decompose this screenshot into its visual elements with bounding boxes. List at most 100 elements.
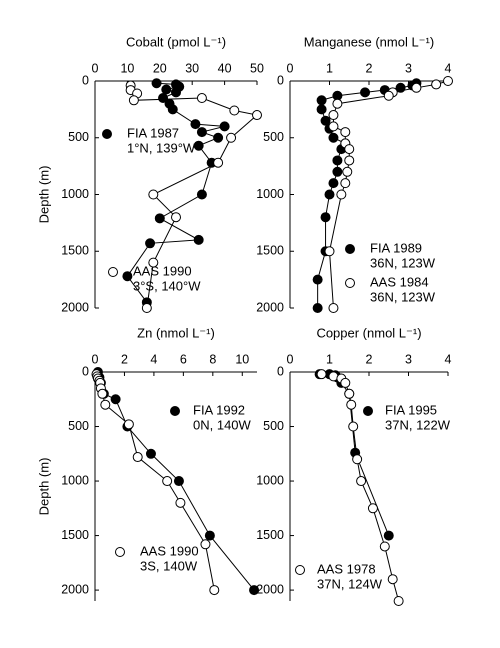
chart-title: Zn (nmol L⁻¹) [137, 325, 215, 340]
data-point [312, 274, 323, 285]
y-tick-label: 1000 [61, 473, 89, 487]
x-tick-label: 0 [287, 61, 294, 75]
data-point [393, 596, 404, 606]
data-point [411, 82, 422, 93]
data-point [173, 476, 184, 487]
data-point [431, 79, 442, 90]
data-point [328, 110, 339, 121]
x-tick-label: 3 [405, 352, 412, 366]
data-point [229, 105, 240, 116]
legend-label: FIA 1987 [127, 125, 179, 140]
data-point [336, 189, 347, 200]
x-tick-label: 1 [326, 61, 333, 75]
data-point [196, 127, 207, 138]
x-tick-label: 1 [326, 352, 333, 366]
data-point [110, 394, 121, 405]
x-tick-label: 20 [153, 61, 167, 75]
chart-title: Copper (nmol L⁻¹) [316, 325, 421, 340]
x-tick-label: 4 [150, 352, 157, 366]
data-point [213, 157, 224, 168]
y-tick-label: 500 [263, 130, 284, 144]
data-point [328, 121, 339, 132]
data-point [167, 104, 178, 115]
data-point [154, 213, 165, 224]
y-tick-label: 500 [68, 419, 89, 433]
data-point [340, 377, 351, 388]
data-point [340, 127, 351, 138]
data-point [348, 421, 359, 432]
data-point [97, 388, 108, 399]
y-tick-label: 0 [82, 364, 89, 378]
data-point [344, 144, 355, 155]
y-tick-label: 1500 [61, 528, 89, 542]
legend-marker [295, 565, 305, 575]
data-point [352, 454, 363, 465]
data-point [171, 212, 181, 223]
legend-label: AAS 1978 [317, 561, 376, 576]
legend-marker [363, 406, 373, 416]
data-point [123, 419, 134, 430]
data-point [162, 476, 173, 487]
data-point [141, 303, 152, 313]
data-point [128, 95, 139, 106]
legend-location: 37N, 124W [317, 576, 383, 591]
data-point [328, 303, 339, 313]
x-tick-label: 4 [445, 61, 452, 75]
data-point [328, 132, 339, 143]
data-point [145, 238, 156, 249]
y-tick-label: 1500 [256, 528, 284, 542]
legend-location: 3S, 140W [140, 558, 198, 573]
data-point [122, 271, 133, 282]
y-tick-label: 1500 [256, 244, 284, 258]
data-point [252, 110, 262, 121]
data-point [346, 399, 357, 410]
data-point [340, 178, 351, 189]
legend-marker [102, 129, 112, 139]
x-tick-label: 30 [185, 61, 199, 75]
x-tick-label: 50 [250, 61, 264, 75]
data-point [190, 119, 201, 130]
x-tick-label: 2 [121, 352, 128, 366]
data-point [379, 541, 390, 552]
legend-label: AAS 1990 [140, 543, 199, 558]
y-tick-label: 0 [277, 73, 284, 87]
data-point [132, 452, 143, 463]
x-tick-label: 0 [92, 61, 99, 75]
y-tick-label: 500 [68, 130, 89, 144]
data-point [342, 166, 353, 177]
y-tick-label: 500 [263, 419, 284, 433]
x-tick-label: 6 [180, 352, 187, 366]
x-tick-label: 10 [120, 61, 134, 75]
y-tick-label: 2000 [61, 582, 89, 596]
x-tick-label: 0 [287, 352, 294, 366]
data-point [312, 303, 323, 313]
data-point [171, 87, 181, 98]
data-point [320, 212, 331, 223]
data-point [100, 399, 111, 410]
y-tick-label: 1000 [61, 187, 89, 201]
legend-location: 37N, 122W [385, 417, 451, 432]
data-point [148, 257, 159, 268]
legend-location: 36N, 123W [370, 255, 436, 270]
data-point [145, 448, 156, 459]
data-point [344, 388, 355, 399]
x-tick-label: 8 [209, 352, 216, 366]
data-point [219, 121, 230, 132]
data-point [387, 574, 398, 585]
legend-label: FIA 1992 [193, 402, 245, 417]
data-point [193, 234, 204, 245]
data-point [193, 140, 204, 151]
data-point [320, 115, 331, 126]
data-point [356, 476, 367, 487]
data-point [344, 155, 355, 166]
x-tick-label: 3 [405, 61, 412, 75]
data-point [367, 503, 378, 514]
data-point [204, 530, 215, 541]
data-point [226, 132, 237, 143]
legend-location: 36N, 123W [370, 289, 436, 304]
y-tick-label: 2000 [256, 582, 284, 596]
legend-marker [345, 244, 355, 254]
data-point [316, 95, 327, 106]
x-tick-label: 2 [366, 352, 373, 366]
legend-label: FIA 1995 [385, 402, 437, 417]
